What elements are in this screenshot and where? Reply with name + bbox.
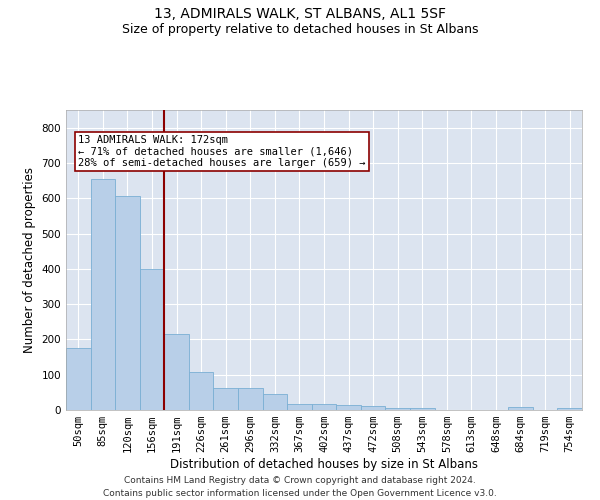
Y-axis label: Number of detached properties: Number of detached properties	[23, 167, 36, 353]
Bar	[557, 408, 582, 410]
Text: 13, ADMIRALS WALK, ST ALBANS, AL1 5SF: 13, ADMIRALS WALK, ST ALBANS, AL1 5SF	[154, 8, 446, 22]
Bar	[508, 407, 533, 410]
Bar	[336, 405, 361, 410]
Bar	[361, 406, 385, 410]
Bar	[287, 404, 312, 410]
Bar	[66, 348, 91, 410]
Bar	[312, 404, 336, 410]
Bar	[238, 388, 263, 410]
Text: Size of property relative to detached houses in St Albans: Size of property relative to detached ho…	[122, 22, 478, 36]
Text: 13 ADMIRALS WALK: 172sqm
← 71% of detached houses are smaller (1,646)
28% of sem: 13 ADMIRALS WALK: 172sqm ← 71% of detach…	[78, 134, 366, 168]
Bar	[140, 269, 164, 410]
Bar	[115, 196, 140, 410]
Bar	[385, 408, 410, 410]
Bar	[91, 179, 115, 410]
X-axis label: Distribution of detached houses by size in St Albans: Distribution of detached houses by size …	[170, 458, 478, 471]
Bar	[164, 334, 189, 410]
Bar	[214, 388, 238, 410]
Text: Contains HM Land Registry data © Crown copyright and database right 2024.
Contai: Contains HM Land Registry data © Crown c…	[103, 476, 497, 498]
Bar	[410, 408, 434, 410]
Bar	[189, 372, 214, 410]
Bar	[263, 394, 287, 410]
